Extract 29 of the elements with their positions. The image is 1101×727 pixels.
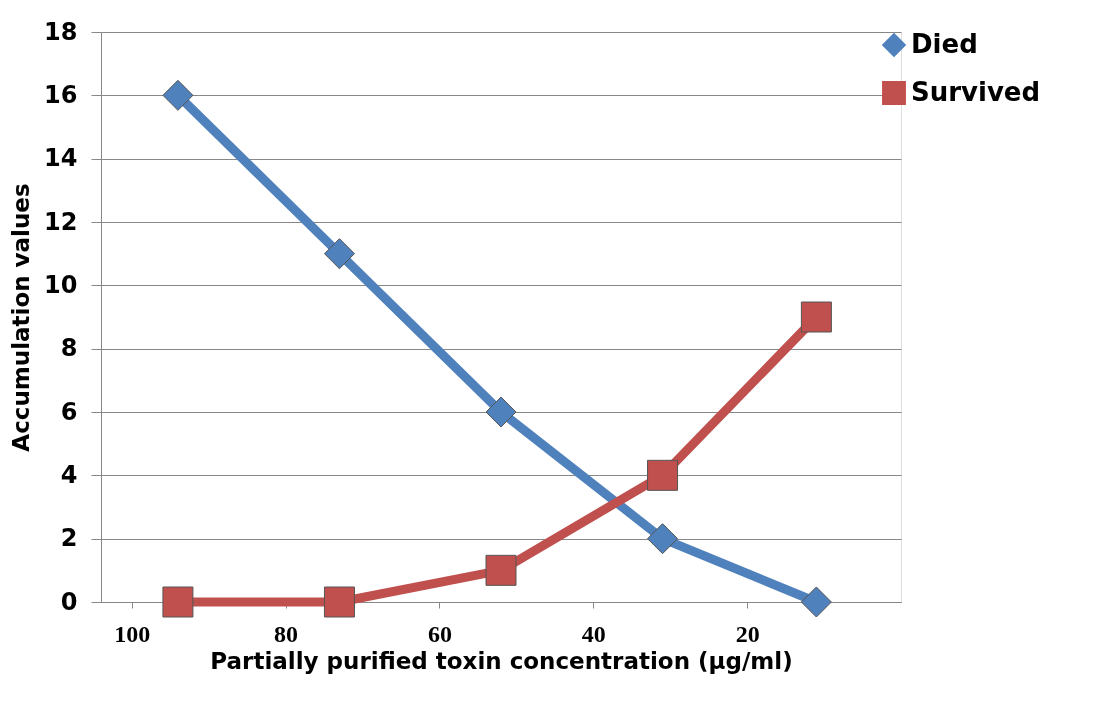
legend-label: Died: [911, 29, 978, 59]
point: [647, 523, 679, 555]
y-tick-label: 12: [44, 207, 78, 236]
point: [323, 586, 355, 618]
x-tick-label: 80: [274, 620, 299, 647]
point: [800, 586, 832, 618]
legend-label: Survived: [911, 77, 1041, 107]
x-tick-label: 100: [114, 620, 151, 647]
point: [485, 554, 517, 586]
x-tick-label: 40: [581, 620, 606, 647]
y-tick-label: 14: [44, 144, 78, 173]
y-tick-label: 8: [60, 334, 78, 363]
y-tick-label: 4: [60, 460, 78, 489]
y-axis-title: Accumulation values: [8, 183, 35, 452]
y-tick-label: 18: [44, 17, 78, 46]
y-tick-label: 16: [44, 80, 78, 109]
y-tick-label: 0: [60, 587, 78, 616]
x-axis-title: Partially purified toxin concentration (µg/ml): [210, 647, 793, 674]
y-tick-label: 10: [44, 270, 78, 299]
point: [647, 459, 679, 491]
y-tick-label: 2: [60, 524, 78, 553]
point: [162, 586, 194, 618]
point: [485, 396, 517, 428]
y-tick-label: 6: [60, 397, 78, 426]
point: [162, 79, 194, 111]
x-tick-label: 20: [735, 620, 760, 647]
point: [800, 301, 832, 333]
point: [323, 238, 355, 270]
x-tick-label: 60: [427, 620, 452, 647]
